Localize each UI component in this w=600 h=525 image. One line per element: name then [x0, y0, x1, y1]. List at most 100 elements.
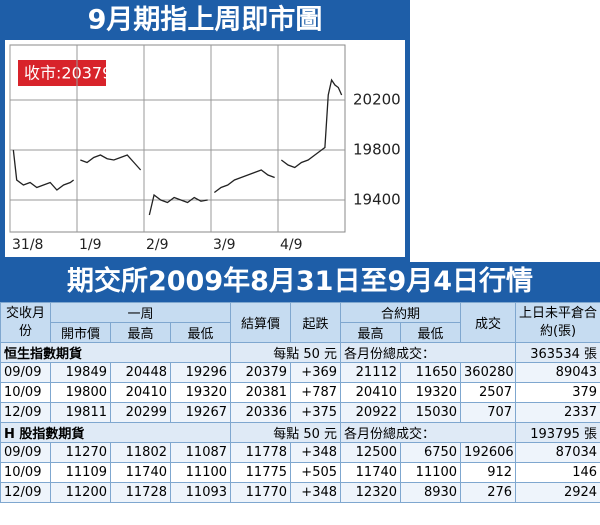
- cell: 19800: [50, 382, 111, 403]
- annotation: 收市:20379: [24, 64, 112, 83]
- x-tick-label: 3/9: [213, 237, 236, 253]
- cell: 20410: [340, 382, 402, 403]
- cell: 11109: [50, 462, 111, 483]
- cell: 19320: [400, 382, 462, 403]
- cell: 11775: [230, 462, 292, 483]
- cell: 20299: [110, 402, 171, 423]
- cell: 09/09: [0, 362, 51, 383]
- header-row: 交收月份 一周 結算價 起跌 合約期 成交 上日未平倉合約(張): [0, 302, 600, 343]
- cell: 146: [515, 462, 600, 483]
- cell: 12500: [340, 442, 402, 463]
- cell: 20379: [230, 362, 292, 383]
- x-tick-label: 4/9: [280, 237, 303, 253]
- cell: 12/09: [0, 482, 51, 503]
- cell: 開市價: [50, 322, 111, 343]
- data-row: 12/09 11200 11728 11093 11770 +348 12320 8930 27…: [0, 482, 600, 503]
- cell: 10/09: [0, 462, 51, 483]
- x-tick-label: 2/9: [146, 237, 169, 253]
- cell: 2337: [515, 402, 600, 423]
- cell: 89043: [515, 362, 600, 383]
- cell: 19267: [169, 402, 232, 423]
- y-tick-label: 20200: [353, 91, 401, 109]
- table-title: 期交所2009年8月31日至9月4日行情: [0, 262, 600, 302]
- cell: 8930: [400, 482, 462, 503]
- cell: 最低: [400, 322, 462, 343]
- cell: +348: [290, 482, 342, 503]
- cell: 12320: [340, 482, 402, 503]
- chart: 9月期指上周即市圖 收市:20379 19400 19800 20200 31/8 1/…: [0, 0, 410, 262]
- cell: 11100: [169, 462, 232, 483]
- cell: 11087: [169, 442, 232, 463]
- cell: 379: [515, 382, 600, 403]
- cell: +505: [290, 462, 342, 483]
- cell: 193795 張: [515, 422, 600, 443]
- cell: 20922: [340, 402, 402, 423]
- cell: 各月份總成交：: [340, 342, 517, 363]
- cell: 12/09: [0, 402, 51, 423]
- cell: +348: [290, 442, 342, 463]
- cell: 一周: [49, 302, 232, 323]
- data-row: 12/09 19811 20299 19267 20336 +375 20922 15030 7…: [0, 402, 600, 423]
- cell: 20336: [230, 402, 292, 423]
- cell: 合約期: [340, 302, 462, 323]
- cell: +369: [290, 362, 342, 383]
- table: 交收月份 一周 結算價 起跌 合約期 成交 上日未平倉合約(張) 開市價 最高 最低 最高 最低 恒生指…: [0, 302, 600, 503]
- cell: 11778: [230, 442, 292, 463]
- x-tick-label: 31/8: [12, 237, 43, 253]
- cell: 19296: [169, 362, 232, 383]
- cell: 11770: [230, 482, 292, 503]
- cell: 11802: [110, 442, 171, 463]
- cell: 11200: [50, 482, 111, 503]
- chart-title: 9月期指上周即市圖: [88, 4, 323, 36]
- x-tick-label: 1/9: [79, 237, 102, 253]
- cell: 11740: [340, 462, 402, 483]
- section-row: 恒生指數期貨 每點 50 元各月份總成交： 363534 張: [0, 342, 600, 363]
- data-row: 10/09 11109 11740 11100 11775 +505 11740 11100 9…: [0, 462, 600, 483]
- cell: 15030: [400, 402, 462, 423]
- cell: 21112: [340, 362, 402, 383]
- y-tick-label: 19400: [353, 191, 401, 209]
- price-line: [12, 78, 343, 216]
- cell: 每點 50 元: [230, 342, 342, 363]
- cell: 成交: [460, 302, 517, 343]
- cell: 11093: [169, 482, 232, 503]
- cell: 20448: [110, 362, 171, 383]
- cell: +375: [290, 402, 342, 423]
- cell: 11100: [400, 462, 462, 483]
- cell: 最高: [340, 322, 402, 343]
- cell: 276: [460, 482, 517, 503]
- cell: 結算價: [230, 302, 292, 343]
- header-row: 開市價 最高 最低 最高 最低: [1, 322, 600, 343]
- cell: 上日未平倉合約(張): [515, 302, 600, 343]
- cell: 19849: [50, 362, 111, 383]
- cell: 起跌: [290, 302, 342, 343]
- cell: 19320: [169, 382, 232, 403]
- cell: +787: [290, 382, 342, 403]
- cell: 每點 50 元: [230, 422, 342, 443]
- cell: 20410: [110, 382, 171, 403]
- cell: 20381: [230, 382, 292, 403]
- cell: 360280: [460, 362, 517, 383]
- cell: 11270: [50, 442, 111, 463]
- cell: 2924: [515, 482, 600, 503]
- cell: 11740: [110, 462, 171, 483]
- cell: 363534 張: [515, 342, 600, 363]
- cell: 192606: [460, 442, 517, 463]
- cell: 09/09: [0, 442, 51, 463]
- cell: 11650: [400, 362, 462, 383]
- cell: 最高: [110, 322, 171, 343]
- cell: H 股指數期貨: [0, 422, 232, 443]
- cell: 19811: [50, 402, 111, 423]
- annotation-box: [18, 60, 106, 86]
- cell: 交收月份: [0, 302, 51, 343]
- y-tick-label: 19800: [353, 141, 401, 159]
- section-row: H 股指數期貨 每點 50 元各月份總成交： 193795 張: [0, 422, 600, 443]
- cell: 恒生指數期貨: [0, 342, 232, 363]
- cell: 最低: [169, 322, 232, 343]
- cell: 87034: [515, 442, 600, 463]
- cell: 6750: [400, 442, 462, 463]
- cell: 2507: [460, 382, 517, 403]
- cell: 11728: [110, 482, 171, 503]
- cell: 707: [460, 402, 517, 423]
